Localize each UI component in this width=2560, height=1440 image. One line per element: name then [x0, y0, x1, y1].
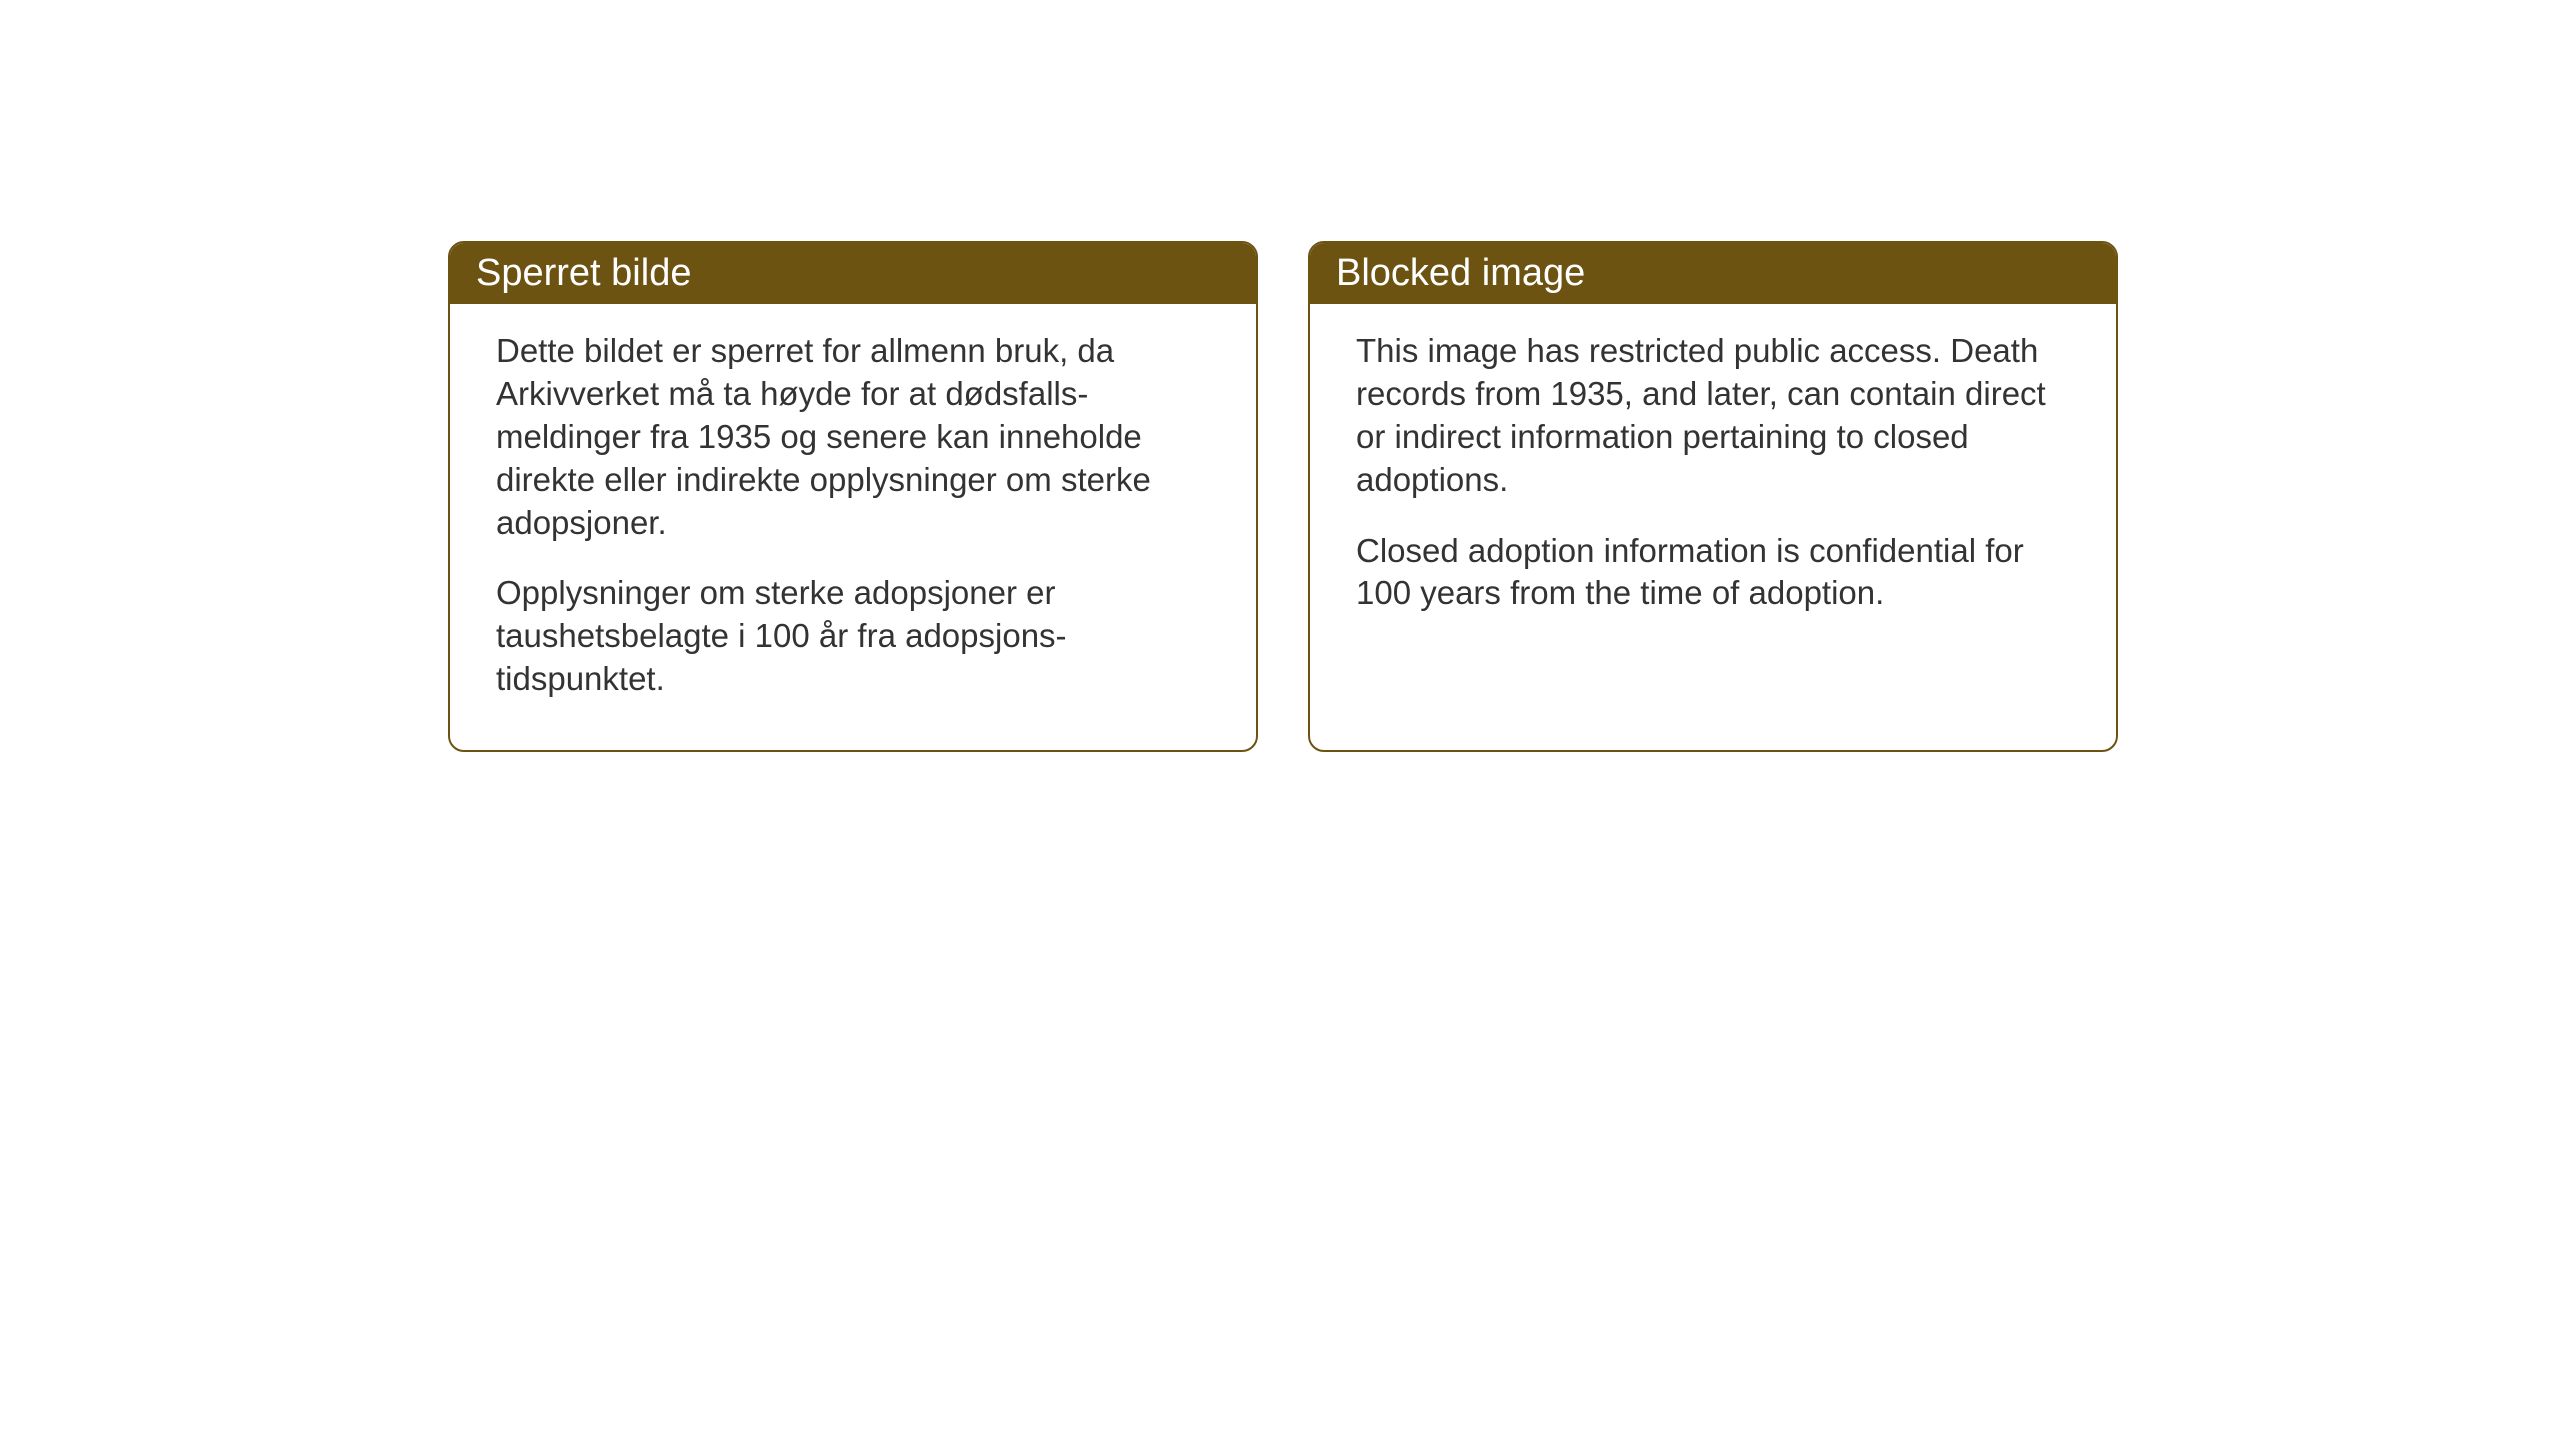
- english-card-title: Blocked image: [1310, 243, 2116, 304]
- english-paragraph-2: Closed adoption information is confident…: [1356, 530, 2070, 616]
- english-paragraph-1: This image has restricted public access.…: [1356, 330, 2070, 502]
- norwegian-card-title: Sperret bilde: [450, 243, 1256, 304]
- english-notice-card: Blocked image This image has restricted …: [1308, 241, 2118, 752]
- norwegian-paragraph-1: Dette bildet er sperret for allmenn bruk…: [496, 330, 1210, 544]
- norwegian-card-body: Dette bildet er sperret for allmenn bruk…: [450, 304, 1256, 737]
- english-card-body: This image has restricted public access.…: [1310, 304, 2116, 651]
- norwegian-notice-card: Sperret bilde Dette bildet er sperret fo…: [448, 241, 1258, 752]
- notice-container: Sperret bilde Dette bildet er sperret fo…: [448, 241, 2118, 752]
- norwegian-paragraph-2: Opplysninger om sterke adopsjoner er tau…: [496, 572, 1210, 701]
